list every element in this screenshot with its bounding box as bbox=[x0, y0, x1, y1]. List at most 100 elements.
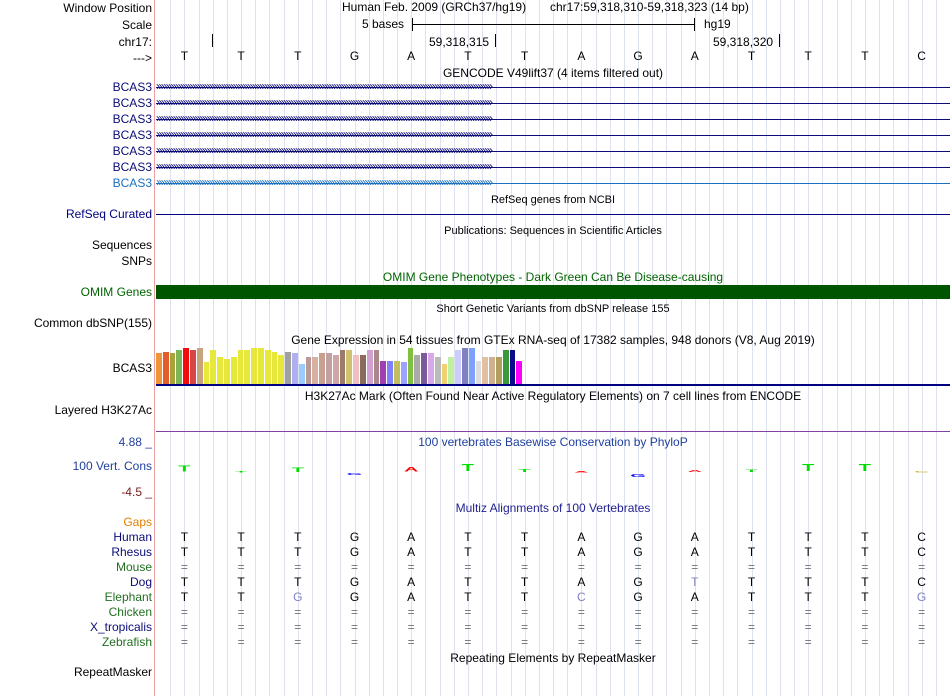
gtex-bar bbox=[346, 350, 353, 384]
gtex-baseline bbox=[156, 384, 950, 386]
multiz-base: = bbox=[237, 620, 245, 634]
repeatmasker-track-label[interactable]: RepeatMasker bbox=[73, 665, 152, 679]
multiz-base: G bbox=[349, 575, 360, 589]
gtex-bar bbox=[509, 350, 516, 384]
multiz-base: = bbox=[747, 635, 755, 649]
multiz-base: A bbox=[407, 575, 416, 589]
phylop-base-letter: G bbox=[630, 473, 646, 478]
multiz-species-label[interactable]: Dog bbox=[129, 575, 152, 589]
gridline bbox=[623, 0, 625, 696]
refseq-track-label[interactable]: RefSeq Curated bbox=[65, 207, 152, 221]
gridline bbox=[368, 0, 370, 696]
multiz-gaps-label: Gaps bbox=[123, 515, 152, 529]
gridline bbox=[425, 0, 427, 696]
multiz-species-label[interactable]: Mouse bbox=[115, 560, 152, 574]
gridline bbox=[170, 0, 172, 696]
multiz-species-label[interactable]: X_tropicalis bbox=[89, 620, 152, 634]
chrom-label: chr17: bbox=[118, 35, 152, 49]
gtex-bar bbox=[169, 353, 176, 384]
gtex-track-label[interactable]: BCAS3 bbox=[112, 361, 152, 375]
multiz-base: G bbox=[633, 545, 643, 559]
phylop-base-glyph: T bbox=[171, 465, 197, 473]
multiz-base: T bbox=[180, 545, 189, 559]
gridline bbox=[935, 0, 937, 696]
base-letter: G bbox=[349, 49, 360, 63]
h3k27ac-track-label[interactable]: Layered H3K27Ac bbox=[54, 403, 152, 417]
gencode-item-label[interactable]: BCAS3 bbox=[112, 80, 152, 94]
gridline bbox=[453, 0, 455, 696]
multiz-base: = bbox=[294, 560, 302, 574]
multiz-base: T bbox=[520, 575, 529, 589]
gencode-item-label[interactable]: BCAS3 bbox=[112, 96, 152, 110]
base-letter: T bbox=[861, 49, 869, 63]
publications-track-label[interactable]: Sequences bbox=[91, 238, 152, 252]
base-letter: T bbox=[747, 49, 756, 63]
multiz-base: = bbox=[464, 605, 472, 619]
gencode-item-label[interactable]: BCAS3 bbox=[112, 112, 152, 126]
gtex-bar bbox=[516, 361, 523, 384]
multiz-base: T bbox=[861, 530, 869, 544]
ruler-coord-1: 59,318,315 bbox=[429, 35, 490, 49]
multiz-species-label[interactable]: Chicken bbox=[108, 605, 152, 619]
multiz-base: T bbox=[861, 590, 869, 604]
phylop-max-label: 4.88 _ bbox=[118, 435, 152, 449]
multiz-base: = bbox=[918, 635, 926, 649]
base-letter: A bbox=[690, 49, 699, 63]
multiz-base: = bbox=[350, 635, 358, 649]
phylop-track-title: 100 vertebrates Basewise Conservation by… bbox=[418, 435, 688, 449]
dbsnp-track-title: Short Genetic Variants from dbSNP releas… bbox=[436, 303, 670, 315]
gridline bbox=[836, 0, 838, 696]
multiz-base: G bbox=[633, 530, 643, 544]
gridline bbox=[439, 0, 441, 696]
gtex-bar bbox=[210, 350, 217, 384]
omim-feature-bar[interactable] bbox=[156, 285, 950, 299]
gridline bbox=[666, 0, 668, 696]
gtex-bar bbox=[496, 357, 502, 384]
gridline bbox=[864, 0, 866, 696]
gtex-bar bbox=[475, 361, 482, 384]
gtex-bar bbox=[217, 357, 223, 384]
gridline bbox=[269, 0, 271, 696]
phylop-base-glyph: A bbox=[682, 470, 708, 473]
gridline bbox=[850, 0, 852, 696]
multiz-base: G bbox=[916, 590, 927, 604]
multiz-base: = bbox=[634, 620, 642, 634]
multiz-base: = bbox=[918, 620, 926, 634]
gridline bbox=[340, 0, 342, 696]
window-position-label: Window Position bbox=[63, 1, 152, 15]
multiz-species-label[interactable]: Rhesus bbox=[111, 545, 152, 559]
multiz-base: = bbox=[691, 620, 699, 634]
gtex-bar bbox=[434, 357, 441, 384]
snps-label[interactable]: SNPs bbox=[121, 254, 152, 268]
gtex-bar bbox=[489, 357, 495, 384]
gtex-bar bbox=[190, 350, 196, 384]
phylop-track-label[interactable]: 100 Vert. Cons bbox=[72, 459, 152, 473]
multiz-species-label[interactable]: Elephant bbox=[104, 590, 152, 604]
multiz-species-label[interactable]: Zebrafish bbox=[101, 635, 152, 649]
phylop-base-letter: T bbox=[858, 463, 871, 473]
gencode-item-label[interactable]: BCAS3 bbox=[112, 144, 152, 158]
dbsnp-track-label[interactable]: Common dbSNP(155) bbox=[33, 316, 152, 330]
gtex-bar bbox=[387, 361, 393, 384]
gridline bbox=[467, 0, 469, 696]
gencode-item-label[interactable]: BCAS3 bbox=[112, 176, 152, 190]
gtex-bar bbox=[183, 348, 189, 384]
gridline bbox=[879, 0, 881, 696]
gtex-bar bbox=[448, 357, 455, 384]
refseq-track-title: RefSeq genes from NCBI bbox=[490, 194, 616, 206]
gencode-item-label[interactable]: BCAS3 bbox=[112, 160, 152, 174]
multiz-base: = bbox=[691, 605, 699, 619]
gtex-bar bbox=[353, 355, 359, 384]
publications-track-title: Publications: Sequences in Scientific Ar… bbox=[444, 225, 662, 237]
multiz-base: T bbox=[237, 590, 245, 604]
multiz-base: G bbox=[349, 545, 360, 559]
omim-track-label[interactable]: OMIM Genes bbox=[80, 285, 152, 299]
gencode-item-label[interactable]: BCAS3 bbox=[112, 128, 152, 142]
multiz-base: T bbox=[464, 545, 472, 559]
omim-track-title: OMIM Gene Phenotypes - Dark Green Can Be… bbox=[382, 270, 724, 284]
multiz-base: = bbox=[577, 635, 585, 649]
multiz-species-label[interactable]: Human bbox=[113, 530, 152, 544]
gtex-bar bbox=[298, 364, 305, 384]
ruler-tick-start bbox=[212, 34, 213, 47]
